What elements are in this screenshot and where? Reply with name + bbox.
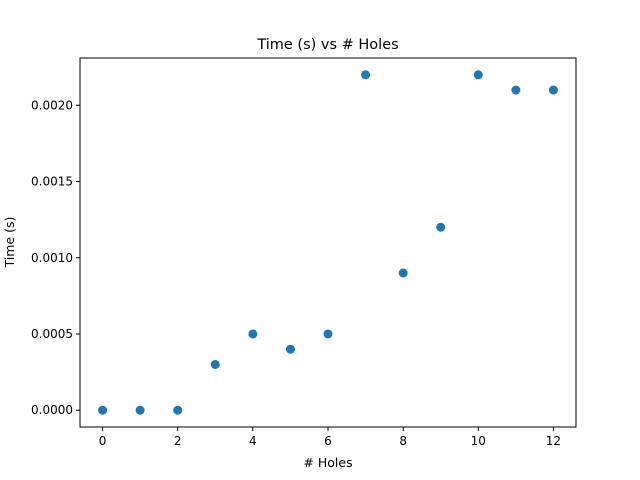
x-tick-label: 6 bbox=[324, 434, 332, 448]
data-point bbox=[398, 268, 408, 278]
data-point bbox=[135, 405, 145, 415]
x-tick-label: 2 bbox=[174, 434, 182, 448]
y-tick-label: 0.0020 bbox=[31, 98, 73, 112]
data-point bbox=[285, 344, 295, 354]
data-point bbox=[323, 329, 333, 339]
y-axis-ticks: 0.0000 0.0005 0.0010 0.0015 0.0020 bbox=[31, 98, 80, 417]
data-point bbox=[98, 405, 108, 415]
x-axis-ticks: 0 2 4 6 8 10 12 bbox=[99, 427, 561, 448]
plot-area bbox=[80, 58, 576, 427]
data-point bbox=[173, 405, 183, 415]
x-tick-label: 4 bbox=[249, 434, 257, 448]
x-axis-label: # Holes bbox=[303, 455, 352, 470]
y-axis-label: Time (s) bbox=[2, 217, 17, 269]
axes-background bbox=[80, 58, 576, 427]
x-tick-label: 0 bbox=[99, 434, 107, 448]
data-point bbox=[361, 70, 371, 80]
y-tick-label: 0.0010 bbox=[31, 251, 73, 265]
x-tick-label: 12 bbox=[546, 434, 561, 448]
x-tick-label: 10 bbox=[471, 434, 486, 448]
y-tick-label: 0.0000 bbox=[31, 403, 73, 417]
data-point bbox=[473, 70, 483, 80]
data-point bbox=[248, 329, 258, 339]
y-tick-label: 0.0015 bbox=[31, 175, 73, 189]
chart-title: Time (s) vs # Holes bbox=[256, 37, 398, 53]
data-point bbox=[548, 85, 558, 95]
data-point bbox=[210, 359, 220, 369]
y-tick-label: 0.0005 bbox=[31, 327, 73, 341]
data-point bbox=[511, 85, 521, 95]
data-points bbox=[98, 70, 558, 415]
data-point bbox=[436, 222, 446, 232]
x-tick-label: 8 bbox=[399, 434, 407, 448]
